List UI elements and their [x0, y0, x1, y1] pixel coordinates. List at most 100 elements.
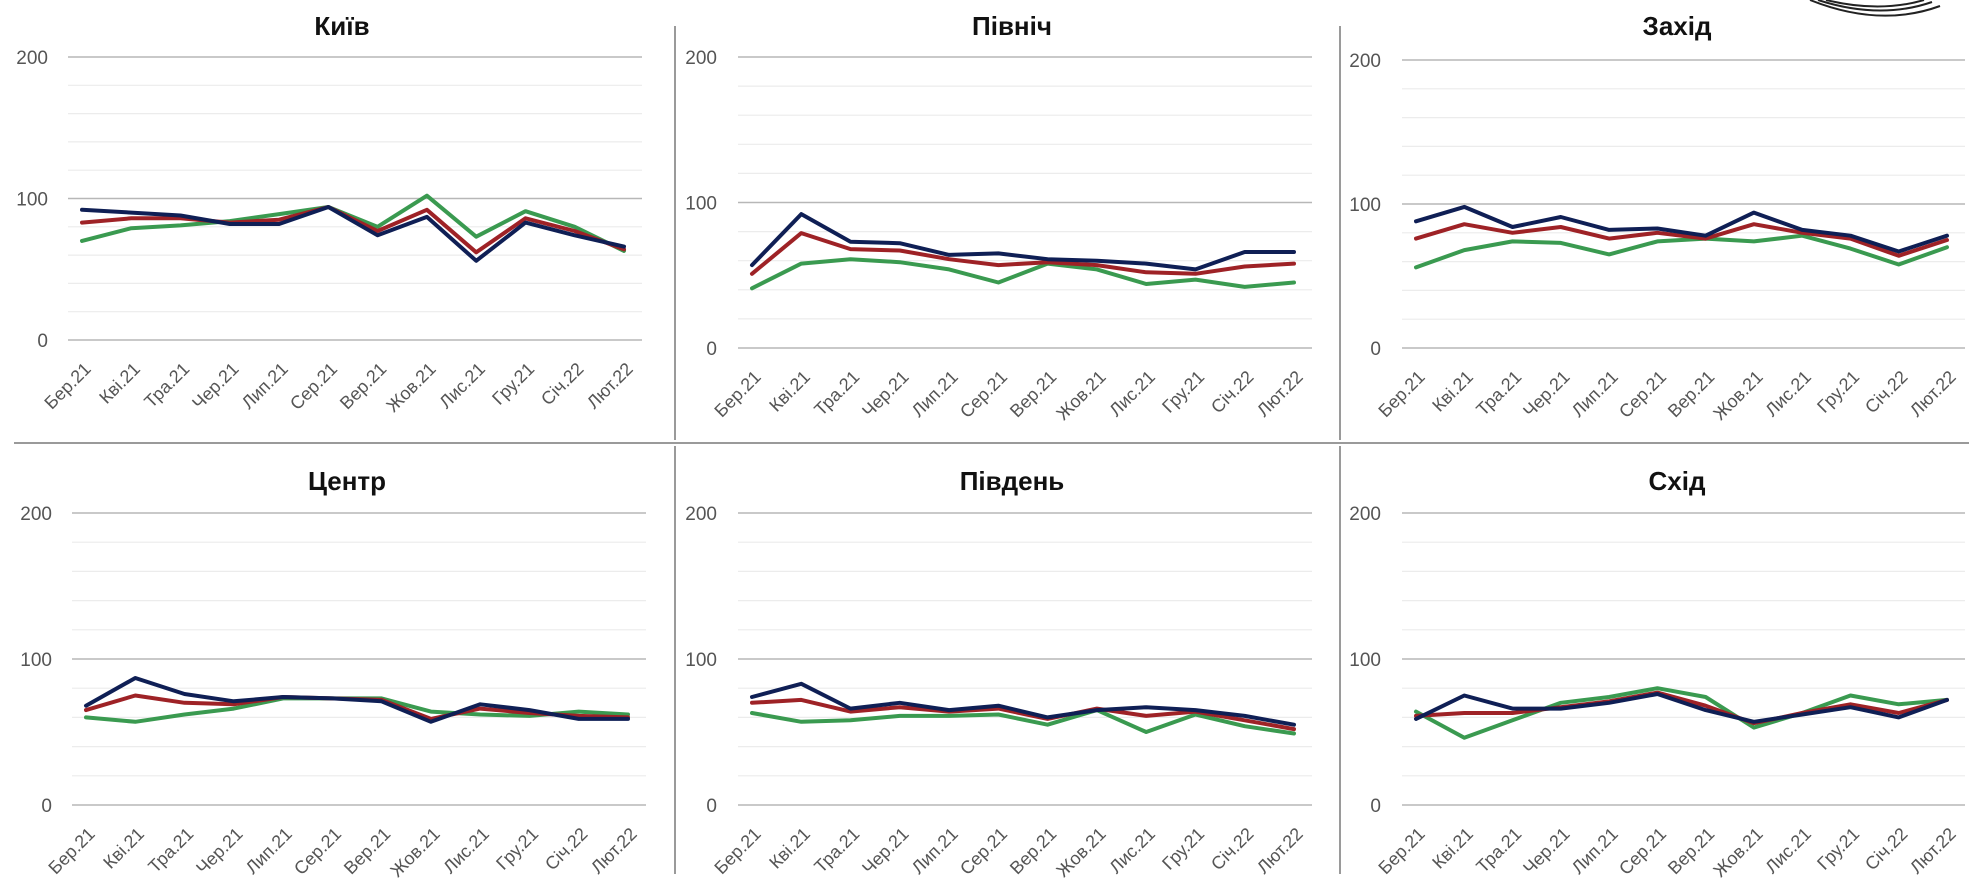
- seal-decoration: [1809, 0, 1941, 17]
- panel-3-x-tick-label: Чер.21: [1519, 367, 1573, 421]
- panel-2-x-tick-label: Чер.21: [858, 367, 912, 421]
- panel-1-x-tick-label: Тра.21: [140, 359, 193, 412]
- panel-4-x-tick-label: Кві.21: [99, 824, 148, 873]
- panel-1-y-tick-label: 100: [16, 190, 48, 211]
- panel-1-x-tick-label: Сер.21: [286, 359, 341, 414]
- panel-4-x-tick-label: Тра.21: [144, 824, 197, 877]
- panel-3-y-tick-label: 100: [1349, 195, 1381, 216]
- panel-5-x-tick-label: Бер.21: [710, 824, 764, 878]
- panel-3-x-tick-label: Жов.21: [1709, 367, 1766, 424]
- panel-5-series-line-1: [750, 708, 1296, 736]
- panel-2-x-tick-label: Тра.21: [810, 367, 863, 420]
- panel-4-y-tick-label: 100: [20, 650, 52, 671]
- panel-5-x-tick-label: Сер.21: [956, 824, 1011, 879]
- panel-1-y-tick-label: 200: [16, 48, 48, 69]
- panel-5-series-line-2: [750, 697, 1296, 732]
- panel-4-x-tick-label: Лют.22: [587, 824, 641, 878]
- panel-2-series-line-3: [750, 212, 1296, 272]
- panel-6-x-tick-label: Січ.22: [1861, 824, 1911, 874]
- panel-3-x-tick-label: Тра.21: [1472, 367, 1525, 420]
- panel-2-x-tick-label: Лип.21: [908, 367, 962, 421]
- panel-5-x-tick-label: Лип.21: [908, 824, 962, 878]
- panel-4-y-tick-label: 200: [20, 504, 52, 525]
- panel-4-x-tick-label: Лис.21: [439, 824, 493, 878]
- panel-2-x-tick-label: Кві.21: [765, 367, 814, 416]
- panel-5-x-tick-label: Тра.21: [810, 824, 863, 877]
- panel-6-x-tick-label: Лис.21: [1761, 824, 1815, 878]
- panel-3-series-line-1: [1414, 233, 1949, 270]
- panel-5-x-tick-label: Лис.21: [1105, 824, 1159, 878]
- panel-1-y-tick-label: 0: [37, 331, 48, 352]
- panel-4-series-line-3: [84, 676, 630, 724]
- panel-4-chart: 0 100 200 Центр Бер.21 Кві.21Тра.21Чер.21Лип.…: [20, 466, 646, 880]
- panel-6-x-tick-label: Кві.21: [1428, 824, 1477, 873]
- panel-1-series-line-3: [80, 205, 626, 263]
- panel-5-x-tick-label: Лют.22: [1253, 824, 1307, 878]
- panel-3-series-line-2: [1414, 222, 1949, 258]
- panel-4-title: Центр: [308, 466, 386, 496]
- panel-2-x-tick-label: Лис.21: [1105, 367, 1159, 421]
- panel-2-x-tick-label: Сер.21: [956, 367, 1011, 422]
- panel-5-x-tick-label: Січ.22: [1207, 824, 1257, 874]
- panel-6-x-tick-label: Жов.21: [1709, 824, 1766, 880]
- panel-1-x-tick-label: Кві.21: [95, 359, 144, 408]
- panel-3-y-tick-label: 0: [1370, 339, 1381, 360]
- panel-4-x-tick-label: Лип.21: [242, 824, 296, 878]
- panel-6-x-tick-label: Бер.21: [1374, 824, 1428, 878]
- panel-2-y-tick-label: 200: [685, 48, 717, 69]
- panel-6-x-tick-label: Вер.21: [1664, 824, 1718, 878]
- panel-3-x-tick-label: Лис.21: [1761, 367, 1815, 421]
- panel-1-x-tick-label: Січ.22: [537, 359, 587, 409]
- panel-1-title: Київ: [314, 11, 369, 41]
- panel-5-x-tick-label: Чер.21: [858, 824, 912, 878]
- panel-1-x-tick-label: Гру.21: [488, 359, 538, 409]
- panel-3-x-tick-label: Лют.22: [1906, 367, 1960, 421]
- panel-5-x-tick-label: Жов.21: [1052, 824, 1109, 880]
- panel-6-x-tick-label: Чер.21: [1519, 824, 1573, 878]
- panel-6-series-line-3: [1414, 692, 1949, 724]
- panel-6-x-tick-label: Сер.21: [1615, 824, 1670, 879]
- panel-3-x-tick-label: Сер.21: [1615, 367, 1670, 422]
- panel-4-x-tick-label: Чер.21: [192, 824, 246, 878]
- panel-6-y-tick-label: 200: [1349, 504, 1381, 525]
- panel-2-x-tick-label: Гру.21: [1158, 367, 1208, 417]
- panel-6-series-line-1: [1414, 686, 1949, 740]
- panel-3-x-tick-label: Гру.21: [1813, 367, 1863, 417]
- panel-2-title: Північ: [972, 11, 1052, 41]
- panel-6-y-tick-label: 0: [1370, 796, 1381, 817]
- panel-6-x-tick-label: Гру.21: [1813, 824, 1863, 874]
- panel-4-x-tick-label: Сер.21: [290, 824, 345, 879]
- panel-6-title: Схід: [1649, 466, 1706, 496]
- panel-6-x-tick-label: Тра.21: [1472, 824, 1525, 877]
- panel-2-series-line-2: [750, 231, 1296, 276]
- panel-2-y-tick-label: 100: [685, 194, 717, 215]
- panel-1-chart: 0 100 200 Київ Бер.21 Кві.21Тра.21Чер.21Лип.2…: [16, 11, 642, 416]
- panel-5-series-line-3: [750, 681, 1296, 727]
- panel-3-x-tick-label: Січ.22: [1861, 367, 1911, 417]
- panel-4-x-tick-label: Гру.21: [492, 824, 542, 874]
- panel-5-y-tick-label: 100: [685, 650, 717, 671]
- panel-4-x-tick-label: Вер.21: [340, 824, 394, 878]
- panel-2-x-tick-label: Жов.21: [1052, 367, 1109, 424]
- panel-3-x-tick-label: Вер.21: [1664, 367, 1718, 421]
- panel-4-x-tick-label: Жов.21: [386, 824, 443, 880]
- panel-4-x-tick-label: Січ.22: [541, 824, 591, 874]
- panel-4-y-tick-label: 0: [41, 796, 52, 817]
- panel-2-x-tick-label: Січ.22: [1207, 367, 1257, 417]
- panel-5-title: Південь: [960, 466, 1065, 496]
- panel-2-x-tick-label: Бер.21: [710, 367, 764, 421]
- panel-2-x-tick-label: Лют.22: [1253, 367, 1307, 421]
- panel-3-title: Захід: [1643, 11, 1712, 41]
- panel-5-y-tick-label: 0: [706, 796, 717, 817]
- panel-6-x-tick-label: Лип.21: [1568, 824, 1622, 878]
- panel-6-series-line-2: [1414, 690, 1949, 726]
- panel-2-y-tick-label: 0: [706, 339, 717, 360]
- panel-5-y-tick-label: 200: [685, 504, 717, 525]
- panel-2-chart: 0 100 200 Північ Бер.21 Кві.21Тра.21Чер.21Лип…: [685, 11, 1312, 424]
- panel-3-x-tick-label: Бер.21: [1374, 367, 1428, 421]
- panel-6-y-tick-label: 100: [1349, 650, 1381, 671]
- panel-4-x-tick-label: Бер.21: [44, 824, 98, 878]
- panel-3-chart: 0 100 200 Захід Бер.21 Кві.21Тра.21Чер.21Лип.…: [1349, 11, 1965, 424]
